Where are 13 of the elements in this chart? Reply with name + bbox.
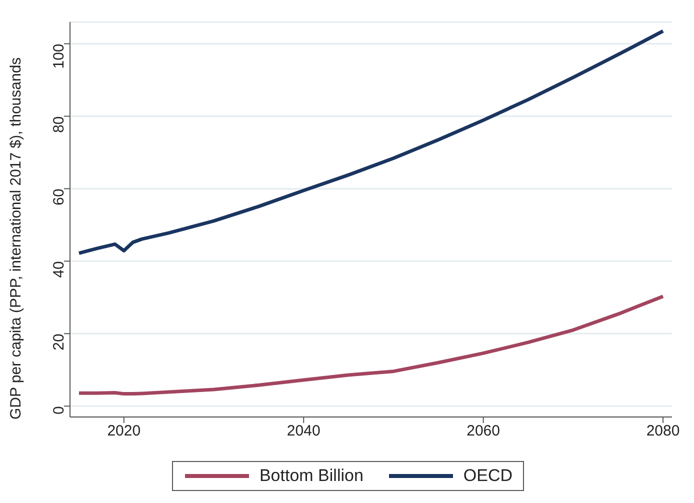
x-tick-label: 2060 xyxy=(466,422,500,440)
legend-label: Bottom Billion xyxy=(258,466,364,486)
y-tick-label: 40 xyxy=(50,261,68,278)
y-tick-label: 100 xyxy=(50,44,68,69)
y-tick-label: 20 xyxy=(50,334,68,350)
y-tick-label: 80 xyxy=(50,116,68,133)
x-tick-label: 2020 xyxy=(107,422,141,440)
y-axis-title: GDP per capita (PPP, international 2017 $), thousands xyxy=(7,57,24,420)
x-tick-label: 2040 xyxy=(286,422,320,440)
y-tick-label: 60 xyxy=(50,188,68,206)
legend-label: OECD xyxy=(462,466,513,486)
y-tick-label: 0 xyxy=(50,406,68,414)
x-tick-label: 2080 xyxy=(646,422,680,440)
